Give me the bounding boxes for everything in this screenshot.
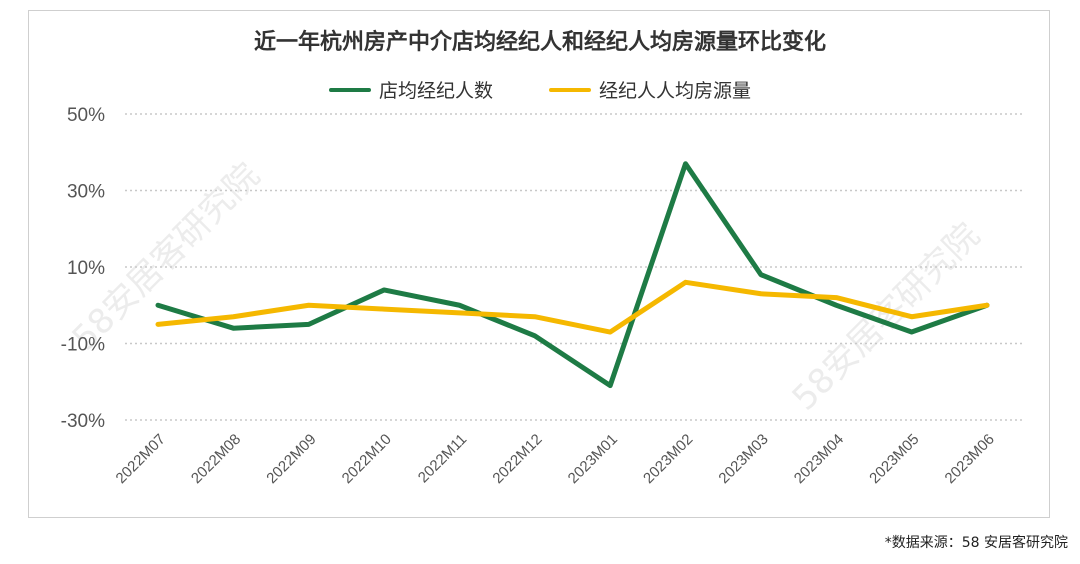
x-tick-label: 2022M09	[263, 431, 319, 487]
x-tick-label: 2023M02	[640, 431, 696, 487]
x-tick-label: 2023M06	[942, 431, 998, 487]
x-tick-label: 2023M04	[791, 431, 847, 487]
legend-label-listings: 经纪人人均房源量	[599, 80, 752, 102]
chart-frame	[28, 10, 1050, 518]
y-tick-label: 50%	[67, 105, 105, 126]
x-tick-label: 2022M07	[113, 431, 169, 487]
y-tick-label: -10%	[61, 335, 105, 356]
data-source: *数据来源：58 安居客研究院	[884, 535, 1068, 551]
x-axis: 2022M07 2022M08 2022M09 2022M10 2022M11 2022M…	[113, 431, 998, 487]
chart-title: 近一年杭州房产中介店均经纪人和经纪人均房源量环比变化	[253, 30, 826, 55]
x-tick-label: 2022M08	[188, 431, 244, 487]
legend-item-listings: 经纪人人均房源量	[549, 76, 751, 103]
x-tick-label: 2022M11	[415, 431, 470, 486]
y-axis: 50% 30% 10% -10% -30%	[61, 105, 105, 432]
x-tick-label: 2022M12	[489, 431, 545, 487]
legend-swatch-listings	[549, 87, 591, 92]
legend-swatch-agents	[328, 87, 371, 92]
y-tick-label: 30%	[67, 182, 105, 203]
x-tick-label: 2023M05	[866, 431, 922, 487]
legend-label-agents: 店均经纪人数	[378, 80, 493, 102]
chart-legend: 店均经纪人数 经纪人人均房源量	[0, 76, 1080, 103]
x-tick-label: 2022M10	[339, 431, 395, 487]
series-line-listings	[155, 279, 990, 335]
x-tick-label: 2023M01	[565, 431, 621, 487]
y-tick-label: 10%	[67, 258, 105, 279]
legend-item-agents: 店均经纪人数	[328, 76, 493, 103]
gridlines	[125, 113, 1025, 421]
series-lines	[155, 161, 990, 389]
x-tick-label: 2023M03	[715, 431, 771, 487]
y-tick-label: -30%	[61, 411, 105, 432]
series-line-agents	[155, 161, 990, 389]
